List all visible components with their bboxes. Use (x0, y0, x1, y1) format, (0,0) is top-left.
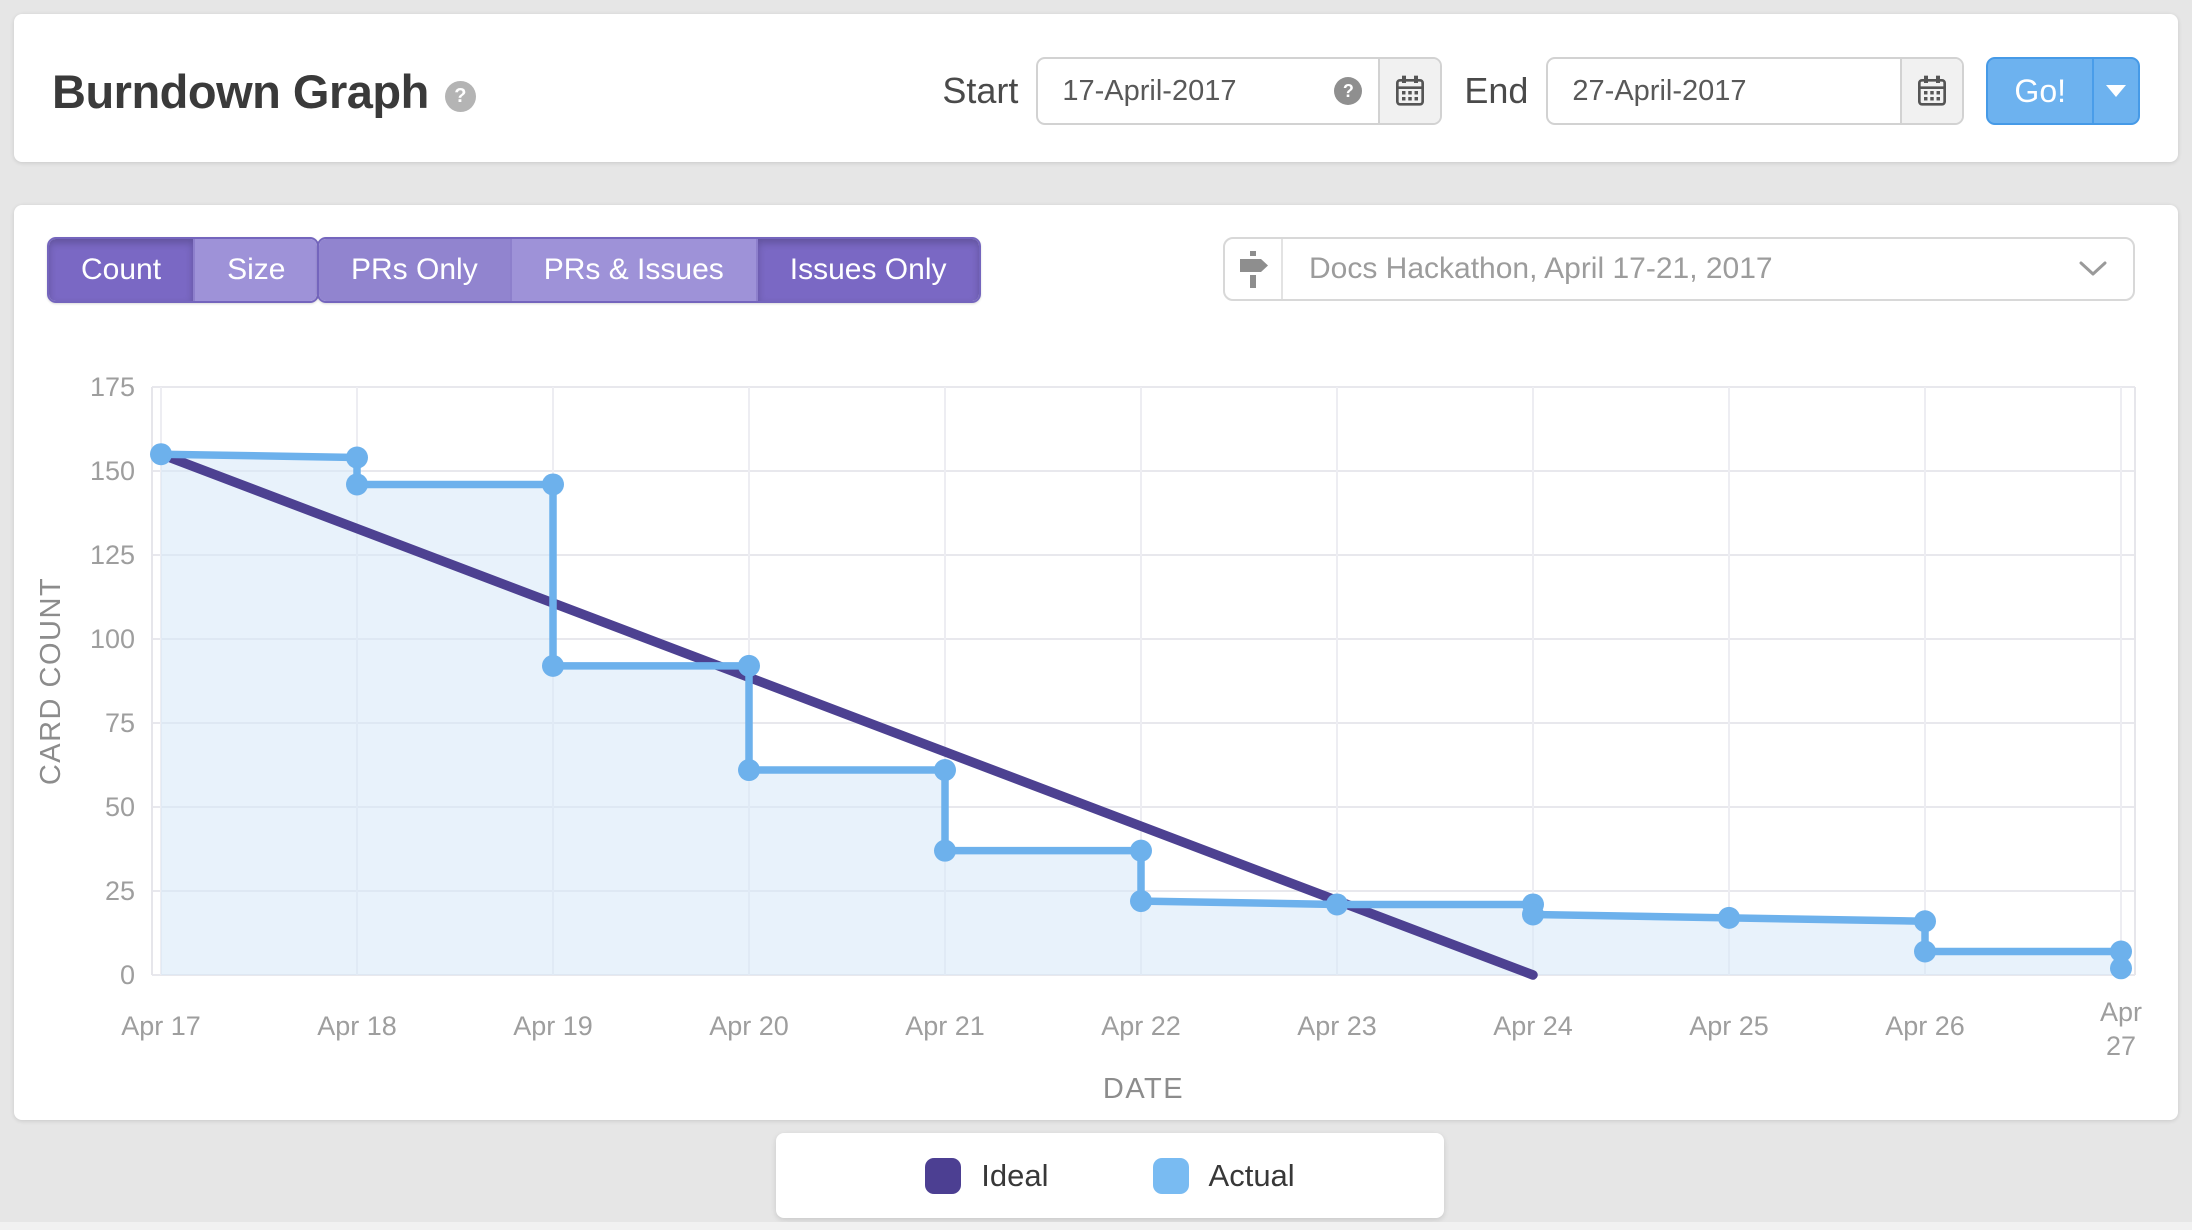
chart-card: Count Size PRs Only PRs & Issues Issues … (14, 205, 2178, 1120)
legend-label-actual: Actual (1208, 1157, 1295, 1193)
legend-swatch-actual (1152, 1157, 1189, 1194)
milestone-value: Docs Hackathon, April 17-21, 2017 (1309, 252, 1773, 285)
ideal-line (156, 449, 1538, 980)
svg-text:Apr 17: Apr 17 (121, 1011, 201, 1041)
calendar-icon (1396, 75, 1425, 106)
filter-toggle-group: PRs Only PRs & Issues Issues Only (317, 237, 981, 303)
go-dropdown-button[interactable] (2092, 59, 2138, 123)
start-calendar-button[interactable] (1378, 59, 1441, 123)
x-axis-ticks: Apr 17 Apr 18 Apr 19 Apr 20 Apr 21 Apr 22 Apr … (121, 997, 2142, 1061)
actual-area-fill (161, 454, 2121, 975)
legend-item-actual: Actual (1152, 1157, 1295, 1194)
prs-and-issues-toggle[interactable]: PRs & Issues (511, 239, 758, 301)
svg-text:175: 175 (90, 372, 135, 402)
svg-text:100: 100 (90, 624, 135, 654)
bottom-strip (0, 1222, 2192, 1230)
milestone-select[interactable]: Docs Hackathon, April 17-21, 2017 (1223, 237, 2135, 301)
legend-label-ideal: Ideal (981, 1157, 1049, 1193)
header-card: Burndown Graph ? Start ? (14, 14, 2178, 162)
go-split-button: Go! (1986, 57, 2140, 125)
legend-swatch-ideal (925, 1157, 962, 1194)
milestone-signpost-icon (1240, 250, 1268, 288)
svg-text:75: 75 (105, 708, 135, 738)
svg-text:125: 125 (90, 540, 135, 570)
prs-only-toggle[interactable]: PRs Only (319, 239, 512, 301)
start-date-wrap: ? (1038, 59, 1379, 123)
end-date-group (1546, 57, 1965, 125)
svg-text:Apr 21: Apr 21 (905, 1011, 985, 1041)
count-toggle[interactable]: Count (49, 239, 196, 301)
end-date-input[interactable] (1548, 59, 1901, 123)
svg-text:Apr 20: Apr 20 (709, 1011, 789, 1041)
svg-text:Apr 24: Apr 24 (1493, 1011, 1573, 1041)
go-button[interactable]: Go! (2014, 72, 2066, 109)
start-date-group: ? (1036, 57, 1443, 125)
svg-text:Apr 19: Apr 19 (513, 1011, 593, 1041)
page-title: Burndown Graph (52, 64, 429, 118)
svg-text:Apr 23: Apr 23 (1297, 1011, 1377, 1041)
calendar-icon (1918, 75, 1947, 106)
svg-text:Apr 18: Apr 18 (317, 1011, 397, 1041)
svg-text:50: 50 (105, 792, 135, 822)
actual-data-points (150, 443, 2132, 980)
start-label: Start (942, 70, 1019, 111)
end-calendar-button[interactable] (1900, 59, 1963, 123)
svg-text:Apr 25: Apr 25 (1689, 1011, 1769, 1041)
end-date-wrap (1548, 59, 1901, 123)
end-label: End (1464, 70, 1529, 111)
legend-item-ideal: Ideal (925, 1157, 1049, 1194)
svg-text:0: 0 (120, 960, 135, 990)
chevron-down-icon[interactable] (2079, 261, 2133, 277)
start-date-input[interactable] (1038, 59, 1379, 123)
y-axis-title: CARD COUNT (35, 577, 67, 785)
issues-only-toggle[interactable]: Issues Only (757, 239, 979, 301)
size-toggle[interactable]: Size (195, 239, 318, 301)
chart-legend: Ideal Actual (776, 1133, 1444, 1218)
svg-text:Apr 26: Apr 26 (1885, 1011, 1965, 1041)
svg-text:25: 25 (105, 876, 135, 906)
milestone-icon-cell (1225, 239, 1283, 299)
svg-text:Apr 22: Apr 22 (1101, 1011, 1181, 1041)
title-help-icon[interactable]: ? (444, 80, 476, 112)
caret-down-icon (2106, 85, 2126, 97)
x-axis-title: DATE (1103, 1073, 1184, 1105)
start-date-help-icon[interactable]: ? (1334, 77, 1363, 105)
date-range-controls: Start ? End (942, 57, 2140, 125)
y-axis-ticks: 0 25 50 75 100 125 150 175 (90, 372, 135, 990)
svg-text:150: 150 (90, 456, 135, 486)
